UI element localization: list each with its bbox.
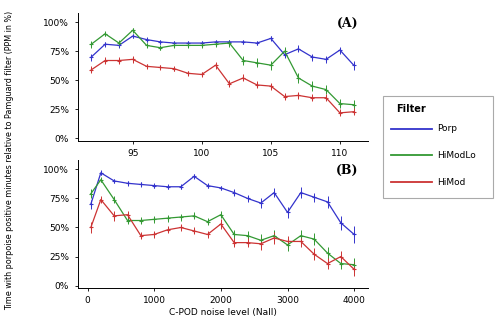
- Text: Filter: Filter: [396, 104, 426, 114]
- Text: (B): (B): [336, 164, 359, 177]
- Text: Porp: Porp: [438, 124, 458, 133]
- Text: HiMod: HiMod: [438, 178, 466, 187]
- Text: HiModLo: HiModLo: [438, 151, 476, 160]
- X-axis label: C-POD noise level (Nall): C-POD noise level (Nall): [168, 308, 276, 317]
- Text: Time with porpoise positive minutes relative to Pamguard filter (PPM in %): Time with porpoise positive minutes rela…: [5, 10, 14, 310]
- X-axis label: Full-band recorder noise level (dB re 1μPa rms): Full-band recorder noise level (dB re 1μ…: [116, 161, 329, 170]
- Text: (A): (A): [337, 17, 359, 30]
